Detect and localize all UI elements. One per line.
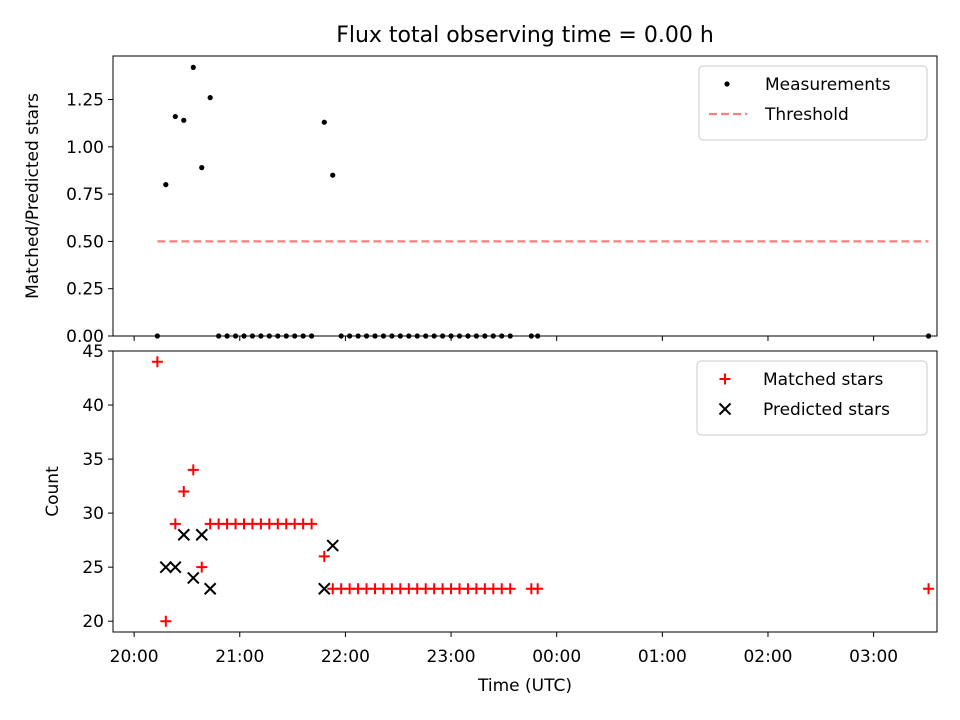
- data-point: [195, 528, 208, 541]
- data-point: [178, 486, 190, 497]
- data-point: [326, 539, 339, 552]
- x-tick-label: 01:00: [638, 647, 687, 667]
- data-point: [169, 560, 182, 574]
- legend-label: Measurements: [765, 75, 891, 95]
- flux-ratio-panel: 0.00 0.25 0.50 0.75 1.00 1.25 Matched/Predicte…: [23, 55, 938, 347]
- data-point: [169, 518, 181, 530]
- axes-frame: [112, 55, 938, 337]
- y-tick-label: 40: [82, 396, 104, 416]
- data-point: [172, 113, 178, 120]
- legend: Matched stars Predicted stars: [696, 360, 928, 436]
- y-tick-label: 45: [82, 342, 104, 362]
- y-tick-label: 25: [82, 558, 104, 578]
- x-tick-label: 03:00: [849, 647, 898, 667]
- legend-marker: [719, 373, 731, 385]
- data-point: [207, 95, 213, 101]
- legend-marker: [724, 81, 730, 87]
- data-point: [199, 165, 205, 171]
- legend-box: [696, 360, 928, 436]
- x-tick-label: 20:00: [110, 647, 159, 667]
- data-point: [187, 571, 200, 585]
- data-point: [532, 583, 544, 595]
- data-point: [196, 561, 208, 573]
- legend-label: Predicted stars: [763, 400, 890, 420]
- legend-marker: [718, 402, 732, 416]
- data-point: [306, 518, 318, 530]
- y-tick-label: 1.00: [66, 138, 104, 158]
- y-tick-label: 30: [82, 504, 104, 524]
- data-point: [181, 117, 187, 123]
- x-tick-label: 22:00: [321, 647, 370, 667]
- y-tick-label: 0.00: [66, 327, 104, 347]
- figure-title: Flux total observing time = 0.00 h: [336, 23, 714, 48]
- data-point: [330, 172, 336, 178]
- data-point: [187, 464, 199, 476]
- series-dot: [154, 64, 932, 339]
- y-tick-label: 0.75: [66, 185, 104, 205]
- data-point: [159, 560, 173, 574]
- series-x: [159, 528, 339, 595]
- star-count-panel: 20 25 30 35 40 45 20:00 21:00 22:00 23:00 00:00 01:…: [43, 342, 938, 696]
- data-point: [177, 528, 190, 541]
- data-point: [203, 582, 217, 595]
- data-point: [318, 550, 330, 562]
- x-tick-label: 23:00: [427, 647, 476, 667]
- x-tick-label: 02:00: [743, 647, 792, 667]
- y-axis-label: Matched/Predicted stars: [23, 93, 43, 299]
- data-point: [923, 583, 935, 595]
- axes-frame: [112, 350, 938, 633]
- y-tick-label: 0.25: [66, 280, 104, 300]
- legend-label: Threshold: [764, 105, 849, 125]
- y-tick-label: 20: [82, 612, 104, 632]
- y-axis-label: Count: [43, 466, 63, 517]
- y-tick-label: 35: [82, 450, 104, 470]
- data-point: [151, 356, 163, 368]
- data-point: [321, 119, 327, 125]
- x-tick-label: 00:00: [532, 647, 581, 667]
- data-point: [318, 582, 331, 595]
- legend: Measurements Threshold: [698, 65, 928, 141]
- legend-label: Matched stars: [763, 370, 883, 390]
- x-tick-label: 21:00: [215, 647, 264, 667]
- y-tick-label: 1.25: [66, 91, 104, 111]
- series-plus: [151, 356, 935, 627]
- data-point: [160, 615, 172, 627]
- legend-box: [698, 65, 928, 141]
- data-point: [504, 583, 516, 595]
- data-point: [163, 182, 169, 188]
- data-point: [190, 64, 196, 70]
- x-axis-label: Time (UTC): [477, 676, 572, 696]
- y-tick-label: 0.50: [66, 232, 104, 252]
